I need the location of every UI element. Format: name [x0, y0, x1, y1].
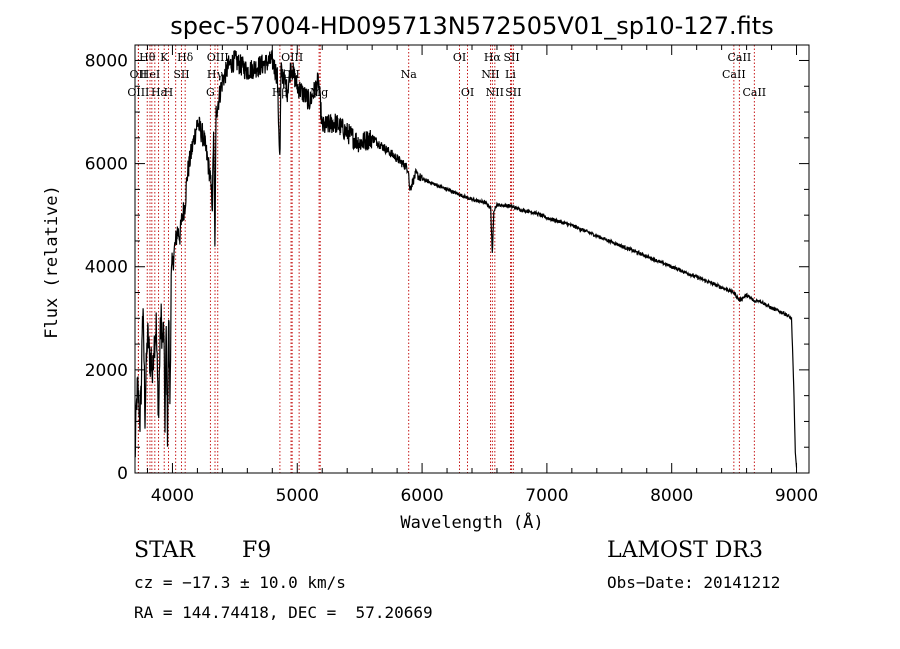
y-axis-ticks: 0 2000 4000 6000 8000	[85, 51, 809, 484]
spectrum-line	[134, 49, 798, 468]
marker-label: OIII	[127, 86, 149, 99]
spectrum-chart: spec-57004-HD095713N572505V01_sp10-127.f…	[42, 12, 818, 533]
marker-label: CaII	[728, 51, 752, 64]
marker-label: SII	[503, 51, 519, 64]
x-tick-label: 8000	[650, 486, 693, 506]
marker-label: K	[160, 51, 169, 64]
marker-label: Hθ	[139, 51, 156, 64]
line-markers	[137, 45, 755, 473]
marker-label: OI	[453, 51, 466, 64]
marker-label: NII	[486, 86, 504, 99]
marker-label: Na	[401, 68, 418, 81]
marker-label: NII	[481, 68, 499, 81]
coordinates: RA = 144.74418, DEC = 57.20669	[134, 603, 433, 622]
plot-frame	[134, 44, 810, 474]
marker-label: Hε	[151, 86, 167, 99]
object-class: STAR	[134, 538, 195, 563]
object-subclass: F9	[242, 538, 272, 563]
marker-label: OII	[130, 68, 148, 81]
x-axis-ticks: 4000 5000 6000 7000 8000 9000	[146, 45, 818, 506]
x-tick-label: 4000	[151, 486, 194, 506]
marker-label: Hβ	[272, 86, 288, 99]
obs-date: Obs−Date: 20141212	[607, 573, 781, 592]
marker-label: Li	[505, 68, 516, 81]
marker-label: OI	[461, 86, 474, 99]
marker-label: CaII	[722, 68, 746, 81]
y-tick-label: 0	[117, 464, 128, 484]
marker-label: HeI	[140, 68, 160, 81]
redshift-cz: cz = −17.3 ± 10.0 km/s	[134, 573, 346, 592]
y-tick-label: 8000	[85, 51, 128, 71]
marker-label: SII	[505, 86, 521, 99]
chart-title: spec-57004-HD095713N572505V01_sp10-127.f…	[170, 12, 773, 40]
marker-label: G	[206, 86, 215, 99]
marker-label: Hδ	[177, 51, 194, 64]
x-tick-label: 5000	[276, 486, 319, 506]
y-tick-label: 2000	[85, 361, 128, 381]
x-axis-label: Wavelength (Å)	[400, 511, 543, 533]
y-tick-label: 4000	[85, 258, 128, 278]
marker-label: OIII	[281, 51, 303, 64]
y-axis-label: Flux (relative)	[42, 185, 62, 339]
marker-label: OIII	[207, 51, 229, 64]
y-tick-label: 6000	[85, 155, 128, 175]
marker-label: Hα	[484, 51, 502, 64]
x-tick-label: 9000	[775, 486, 818, 506]
x-tick-label: 7000	[525, 486, 568, 506]
survey-name: LAMOST DR3	[607, 538, 763, 563]
marker-label: H	[164, 86, 174, 99]
x-tick-label: 6000	[400, 486, 443, 506]
marker-label: SII	[173, 68, 189, 81]
marker-label: CaII	[742, 86, 766, 99]
marker-label: Hγ	[207, 68, 224, 81]
